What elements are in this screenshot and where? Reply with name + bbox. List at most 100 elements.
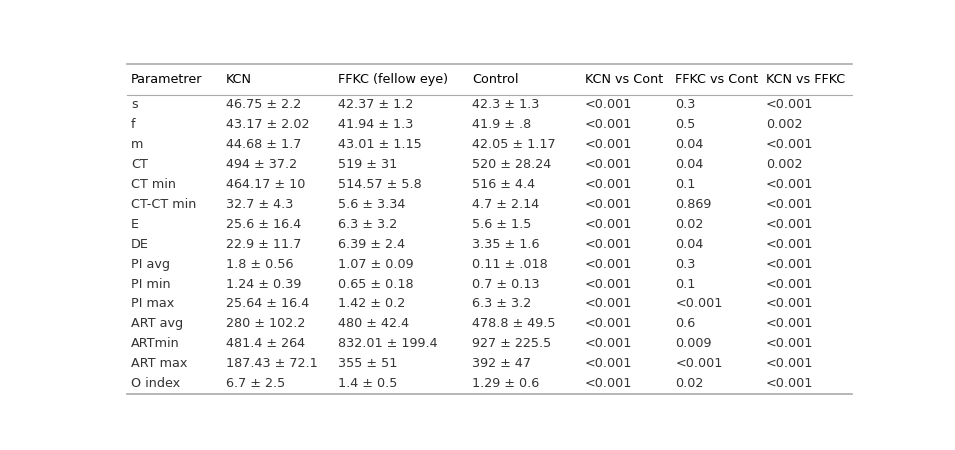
Text: 392 ± 47: 392 ± 47 [472, 357, 531, 370]
Text: Parametrer: Parametrer [131, 73, 202, 86]
Text: CT min: CT min [131, 178, 177, 191]
Text: <0.001: <0.001 [766, 238, 814, 251]
Text: 0.7 ± 0.13: 0.7 ± 0.13 [472, 278, 540, 291]
Text: <0.001: <0.001 [584, 178, 632, 191]
Text: 1.29 ± 0.6: 1.29 ± 0.6 [472, 377, 540, 390]
Text: 0.04: 0.04 [675, 238, 704, 251]
Text: E: E [131, 218, 139, 231]
Text: 0.02: 0.02 [675, 377, 704, 390]
Text: <0.001: <0.001 [675, 357, 723, 370]
Text: 520 ± 28.24: 520 ± 28.24 [472, 158, 551, 171]
Text: 0.002: 0.002 [766, 158, 802, 171]
Text: 42.3 ± 1.3: 42.3 ± 1.3 [472, 99, 540, 111]
Text: 478.8 ± 49.5: 478.8 ± 49.5 [472, 317, 556, 330]
Text: 355 ± 51: 355 ± 51 [338, 357, 397, 370]
Text: <0.001: <0.001 [584, 218, 632, 231]
Text: 0.5: 0.5 [675, 118, 695, 131]
Text: 43.17 ± 2.02: 43.17 ± 2.02 [225, 118, 309, 131]
Text: <0.001: <0.001 [766, 338, 814, 350]
Text: <0.001: <0.001 [584, 238, 632, 251]
Text: FFKC (fellow eye): FFKC (fellow eye) [338, 73, 448, 86]
Text: <0.001: <0.001 [584, 118, 632, 131]
Text: <0.001: <0.001 [766, 297, 814, 310]
Text: 0.02: 0.02 [675, 218, 704, 231]
Text: <0.001: <0.001 [766, 258, 814, 270]
Text: 6.3 ± 3.2: 6.3 ± 3.2 [472, 297, 531, 310]
Text: 32.7 ± 4.3: 32.7 ± 4.3 [225, 198, 293, 211]
Text: 0.6: 0.6 [675, 317, 695, 330]
Text: 46.75 ± 2.2: 46.75 ± 2.2 [225, 99, 301, 111]
Text: 0.04: 0.04 [675, 138, 704, 151]
Text: <0.001: <0.001 [766, 99, 814, 111]
Text: 6.7 ± 2.5: 6.7 ± 2.5 [225, 377, 285, 390]
Text: 1.42 ± 0.2: 1.42 ± 0.2 [338, 297, 405, 310]
Text: <0.001: <0.001 [584, 377, 632, 390]
Text: 0.65 ± 0.18: 0.65 ± 0.18 [338, 278, 414, 291]
Text: 187.43 ± 72.1: 187.43 ± 72.1 [225, 357, 317, 370]
Text: 25.64 ± 16.4: 25.64 ± 16.4 [225, 297, 308, 310]
Text: ARTmin: ARTmin [131, 338, 180, 350]
Text: <0.001: <0.001 [766, 317, 814, 330]
Text: <0.001: <0.001 [584, 258, 632, 270]
Text: 22.9 ± 11.7: 22.9 ± 11.7 [225, 238, 301, 251]
Text: 1.8 ± 0.56: 1.8 ± 0.56 [225, 258, 293, 270]
Text: <0.001: <0.001 [766, 178, 814, 191]
Text: <0.001: <0.001 [766, 357, 814, 370]
Text: 519 ± 31: 519 ± 31 [338, 158, 397, 171]
Text: <0.001: <0.001 [766, 278, 814, 291]
Text: <0.001: <0.001 [584, 278, 632, 291]
Text: <0.001: <0.001 [584, 338, 632, 350]
Text: <0.001: <0.001 [675, 297, 723, 310]
Text: 0.11 ± .018: 0.11 ± .018 [472, 258, 548, 270]
Text: 5.6 ± 1.5: 5.6 ± 1.5 [472, 218, 532, 231]
Text: <0.001: <0.001 [766, 218, 814, 231]
Text: 42.37 ± 1.2: 42.37 ± 1.2 [338, 99, 414, 111]
Text: 927 ± 225.5: 927 ± 225.5 [472, 338, 551, 350]
Text: 0.009: 0.009 [675, 338, 711, 350]
Text: 1.24 ± 0.39: 1.24 ± 0.39 [225, 278, 301, 291]
Text: 516 ± 4.4: 516 ± 4.4 [472, 178, 535, 191]
Text: 6.39 ± 2.4: 6.39 ± 2.4 [338, 238, 405, 251]
Text: FFKC vs Cont: FFKC vs Cont [675, 73, 758, 86]
Text: 0.04: 0.04 [675, 158, 704, 171]
Text: <0.001: <0.001 [766, 198, 814, 211]
Text: s: s [131, 99, 138, 111]
Text: <0.001: <0.001 [584, 158, 632, 171]
Text: 5.6 ± 3.34: 5.6 ± 3.34 [338, 198, 405, 211]
Text: 0.3: 0.3 [675, 99, 695, 111]
Text: <0.001: <0.001 [584, 297, 632, 310]
Text: PI max: PI max [131, 297, 175, 310]
Text: Control: Control [472, 73, 519, 86]
Text: CT: CT [131, 158, 148, 171]
Text: KCN vs FFKC: KCN vs FFKC [766, 73, 845, 86]
Text: PI avg: PI avg [131, 258, 170, 270]
Text: f: f [131, 118, 136, 131]
Text: 0.3: 0.3 [675, 258, 695, 270]
Text: 0.869: 0.869 [675, 198, 711, 211]
Text: DE: DE [131, 238, 149, 251]
Text: ART avg: ART avg [131, 317, 183, 330]
Text: 3.35 ± 1.6: 3.35 ± 1.6 [472, 238, 540, 251]
Text: 514.57 ± 5.8: 514.57 ± 5.8 [338, 178, 422, 191]
Text: 0.002: 0.002 [766, 118, 802, 131]
Text: 25.6 ± 16.4: 25.6 ± 16.4 [225, 218, 301, 231]
Text: 494 ± 37.2: 494 ± 37.2 [225, 158, 297, 171]
Text: <0.001: <0.001 [766, 377, 814, 390]
Text: 4.7 ± 2.14: 4.7 ± 2.14 [472, 198, 540, 211]
Text: <0.001: <0.001 [584, 138, 632, 151]
Text: 41.9 ± .8: 41.9 ± .8 [472, 118, 531, 131]
Text: 0.1: 0.1 [675, 278, 695, 291]
Text: 464.17 ± 10: 464.17 ± 10 [225, 178, 305, 191]
Text: 480 ± 42.4: 480 ± 42.4 [338, 317, 409, 330]
Text: 0.1: 0.1 [675, 178, 695, 191]
Text: 832.01 ± 199.4: 832.01 ± 199.4 [338, 338, 437, 350]
Text: CT-CT min: CT-CT min [131, 198, 197, 211]
Text: <0.001: <0.001 [584, 357, 632, 370]
Text: <0.001: <0.001 [584, 99, 632, 111]
Text: 481.4 ± 264: 481.4 ± 264 [225, 338, 305, 350]
Text: 6.3 ± 3.2: 6.3 ± 3.2 [338, 218, 397, 231]
Text: 43.01 ± 1.15: 43.01 ± 1.15 [338, 138, 422, 151]
Text: 42.05 ± 1.17: 42.05 ± 1.17 [472, 138, 556, 151]
Text: KCN: KCN [225, 73, 251, 86]
Text: 1.07 ± 0.09: 1.07 ± 0.09 [338, 258, 414, 270]
